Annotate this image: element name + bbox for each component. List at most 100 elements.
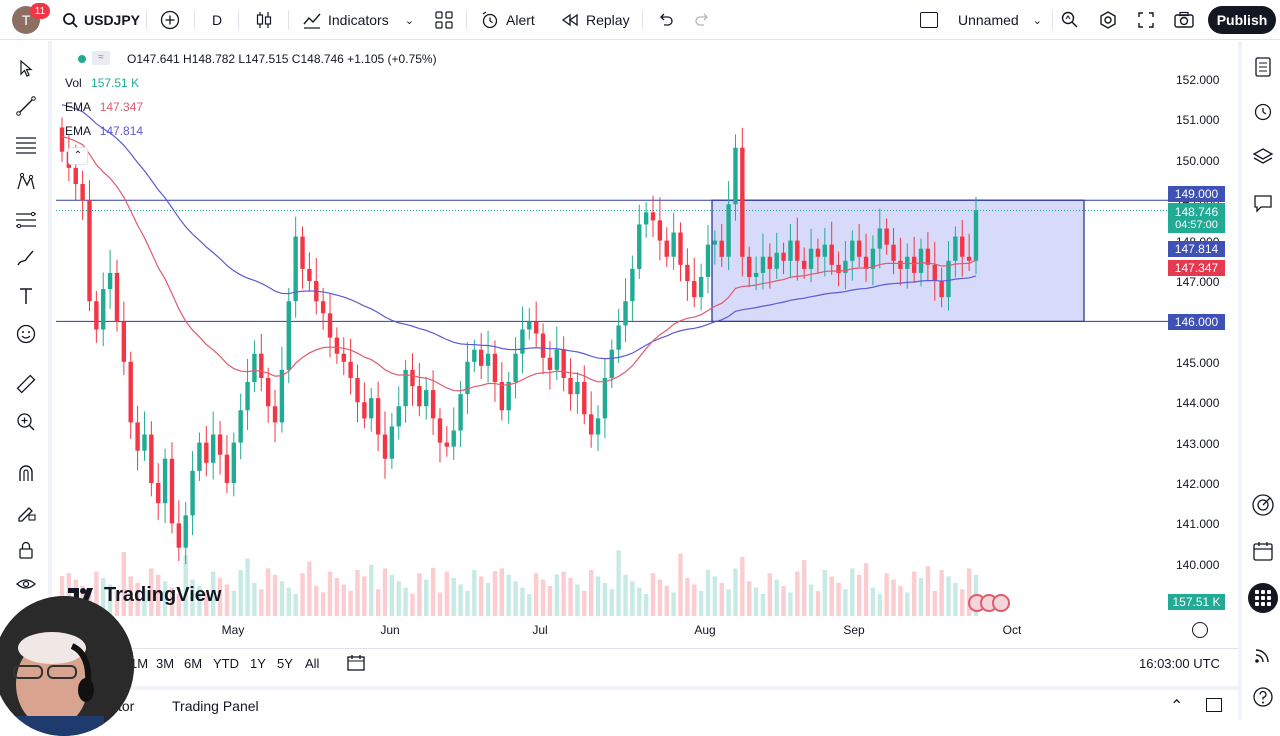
chevron-up-icon[interactable]: ⌃ [1170, 698, 1184, 715]
quick-search-button[interactable] [1060, 0, 1080, 40]
layers-icon[interactable] [1249, 143, 1277, 171]
volume-bar [135, 582, 140, 616]
candle-body [946, 260, 951, 298]
search-spark-icon [1061, 11, 1078, 28]
calendar-icon[interactable] [1249, 537, 1277, 565]
candle-body [479, 349, 484, 366]
cursor-icon[interactable] [13, 55, 39, 81]
range-button-1m[interactable]: 1M [130, 656, 149, 671]
tab-trading-panel[interactable]: Trading Panel [172, 698, 259, 714]
redo-button[interactable] [694, 0, 712, 40]
eye-icon[interactable] [13, 571, 39, 597]
interval-button[interactable]: D [212, 0, 222, 40]
candle-body [499, 382, 505, 411]
indicators-button[interactable]: Indicators ⌄ [302, 0, 414, 40]
range-button-6m[interactable]: 6M [184, 656, 203, 671]
volume-bar [245, 558, 250, 616]
snapshot-button[interactable] [1173, 0, 1195, 40]
undo-button[interactable] [656, 0, 674, 40]
range-button-1y[interactable]: 1Y [250, 656, 266, 671]
candle-body [925, 248, 931, 265]
candle-body [568, 377, 573, 395]
candle-body [355, 377, 360, 403]
trend-line-icon[interactable] [13, 93, 39, 119]
goto-date-icon[interactable] [346, 654, 366, 672]
volume-bar [444, 571, 450, 616]
volume-bar [609, 589, 614, 616]
volume-bar [911, 571, 917, 616]
settings-button[interactable] [1098, 0, 1118, 40]
volume-bar [348, 590, 353, 616]
candle-body [795, 240, 800, 261]
fullscreen-icon [1138, 12, 1154, 28]
volume-bar [458, 584, 463, 616]
maximize-panel-icon[interactable] [1206, 698, 1222, 712]
volume-bar [554, 574, 559, 616]
compare-button[interactable] [160, 0, 180, 40]
volume-bar [671, 592, 676, 616]
candle-body [430, 390, 436, 419]
candle-body [774, 252, 779, 269]
fib-icon[interactable] [13, 207, 39, 233]
brush-icon[interactable] [13, 245, 39, 271]
pattern-icon[interactable] [13, 169, 39, 195]
candle-body [767, 256, 773, 269]
lock-icon[interactable] [13, 537, 39, 563]
volume-bar [918, 578, 924, 616]
candle-body [692, 281, 697, 298]
publish-button[interactable]: Publish [1208, 6, 1276, 34]
help-icon[interactable] [1249, 683, 1277, 711]
apps-grid-icon[interactable] [1248, 583, 1278, 613]
text-icon[interactable] [13, 283, 39, 309]
range-bar [56, 648, 1238, 682]
market-open-dot [78, 55, 86, 63]
economic-events-icon[interactable] [968, 594, 1016, 612]
ema-fast-line [61, 135, 977, 392]
volume-bar [396, 581, 401, 616]
chat-icon[interactable] [1249, 189, 1277, 217]
volume-bar [884, 573, 889, 616]
fullscreen-button[interactable] [1137, 0, 1155, 40]
candle-body [87, 200, 92, 302]
chart-type-button[interactable] [254, 0, 274, 40]
symbol-search-button[interactable]: USDJPY [62, 0, 140, 40]
volume-bar [781, 586, 786, 616]
volume-bar [822, 570, 828, 616]
clock-display[interactable]: 16:03:00 UTC [1139, 656, 1220, 671]
magnet-icon[interactable] [13, 461, 39, 487]
range-button-3m[interactable]: 3M [156, 656, 175, 671]
symbol-label: USDJPY [84, 12, 141, 28]
watchlist-icon[interactable] [1249, 53, 1277, 81]
alerts-clock-icon[interactable] [1249, 97, 1277, 125]
price-chart[interactable] [56, 44, 1236, 684]
range-button-ytd[interactable]: YTD [213, 656, 239, 671]
candle-body [932, 264, 937, 281]
candle-body [609, 349, 614, 378]
horizontal-lines-icon[interactable] [13, 131, 39, 157]
volume-bar [712, 576, 718, 616]
candle-body [918, 248, 924, 273]
volume-bar [403, 587, 408, 616]
edit-lock-icon[interactable] [13, 499, 39, 525]
volume-bar [856, 574, 862, 616]
range-button-all[interactable]: All [305, 656, 320, 671]
templates-button[interactable] [434, 0, 454, 40]
target-icon[interactable] [1249, 491, 1277, 519]
volume-bar [925, 566, 931, 616]
signal-icon[interactable] [1249, 641, 1277, 669]
layout-button[interactable]: Unnamed ⌄ [920, 0, 1042, 40]
candle-body [801, 260, 807, 269]
emoji-icon[interactable] [13, 321, 39, 347]
axis-settings-icon[interactable] [1192, 622, 1208, 638]
range-button-5y[interactable]: 5Y [277, 656, 293, 671]
candle-body [128, 361, 133, 423]
zoom-in-icon[interactable] [13, 409, 39, 435]
chart-pane[interactable] [56, 44, 1236, 684]
ruler-icon[interactable] [13, 371, 39, 397]
ema-slow-value: 147.814 [99, 124, 144, 138]
candle-body [843, 260, 848, 273]
replay-button[interactable]: Replay [560, 0, 630, 40]
ema-fast-value: 147.347 [99, 100, 144, 114]
collapse-legend-button[interactable]: ⌃ [68, 147, 88, 165]
alert-button[interactable]: Alert [480, 0, 535, 40]
